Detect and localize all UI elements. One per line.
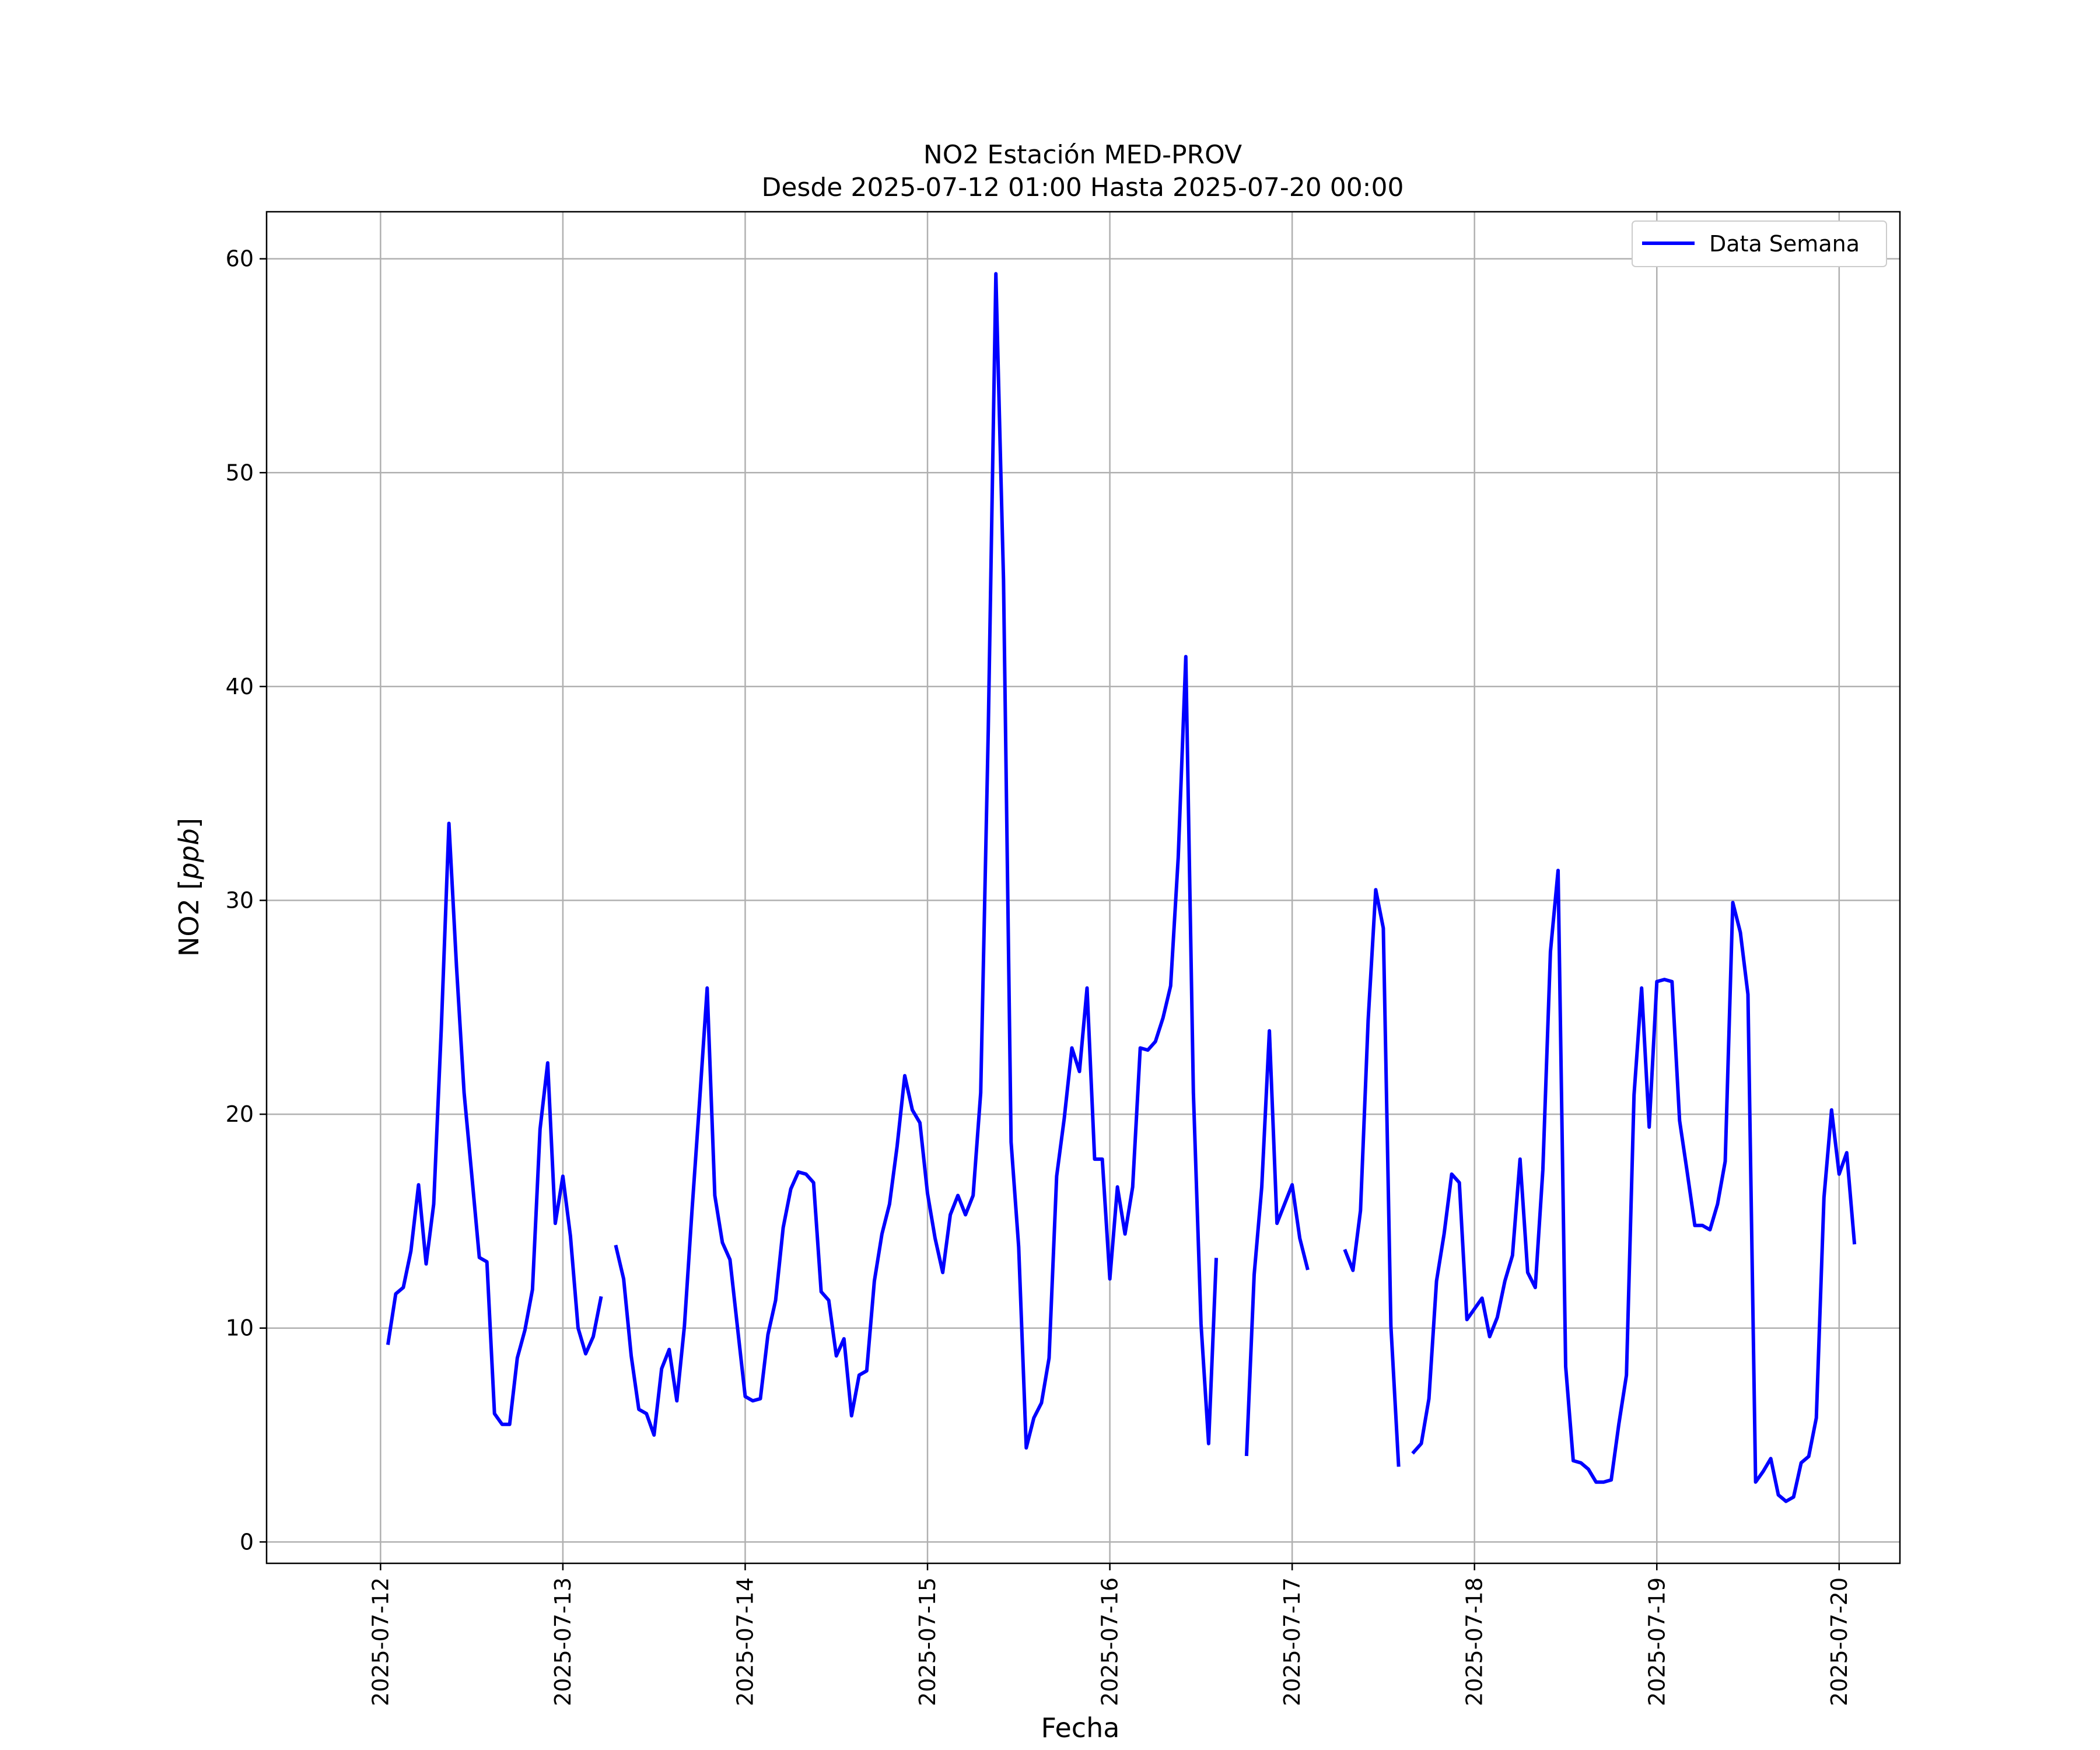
y-tick-label: 40: [226, 674, 254, 699]
series-line-segment: [1244, 1029, 1310, 1457]
legend-box: [1632, 220, 1887, 267]
plot-frame: [265, 211, 1901, 1564]
y-tick-label: 20: [226, 1101, 254, 1127]
y-axis-label-unit: ppb: [173, 828, 205, 880]
legend: Data Semana: [1632, 220, 1887, 267]
x-tick-label: 2025-07-14: [732, 1577, 758, 1706]
series-line-segment: [386, 821, 603, 1426]
y-tick-label: 30: [226, 887, 254, 913]
y-tick-label: 0: [240, 1529, 254, 1555]
x-tick-label: 2025-07-20: [1826, 1577, 1852, 1706]
x-tick-label: 2025-07-15: [915, 1577, 940, 1706]
x-tick-label: 2025-07-12: [368, 1577, 393, 1706]
y-axis: 0 10 20 30 40 50 60: [226, 246, 267, 1555]
x-tick-label: 2025-07-18: [1462, 1577, 1488, 1706]
grid: [267, 212, 1900, 1563]
legend-label: Data Semana: [1709, 231, 1860, 257]
x-axis: 2025-07-12 2025-07-13 2025-07-14 2025-07-15…: [368, 1563, 1852, 1706]
y-axis-label-main: NO2 [: [173, 880, 205, 957]
x-tick-label: 2025-07-17: [1279, 1577, 1305, 1706]
chart-title: NO2 Estación MED-PROV: [923, 140, 1242, 170]
chart-subtitle: Desde 2025-07-12 01:00 Hasta 2025-07-20 …: [761, 173, 1404, 202]
series-line-segment: [1411, 869, 1857, 1503]
x-axis-label: Fecha: [1041, 1712, 1120, 1744]
series-lines: [386, 272, 1857, 1503]
y-tick-label: 60: [226, 246, 254, 272]
y-axis-label: NO2 [ppb]: [173, 818, 205, 957]
y-tick-label: 50: [226, 460, 254, 485]
x-tick-label: 2025-07-13: [550, 1577, 576, 1706]
series-line-segment: [1343, 888, 1401, 1467]
series-line-segment: [614, 272, 1219, 1450]
x-tick-label: 2025-07-16: [1097, 1577, 1123, 1706]
y-axis-label-close: ]: [173, 818, 205, 828]
y-tick-label: 10: [226, 1315, 254, 1341]
x-tick-label: 2025-07-19: [1644, 1577, 1670, 1706]
